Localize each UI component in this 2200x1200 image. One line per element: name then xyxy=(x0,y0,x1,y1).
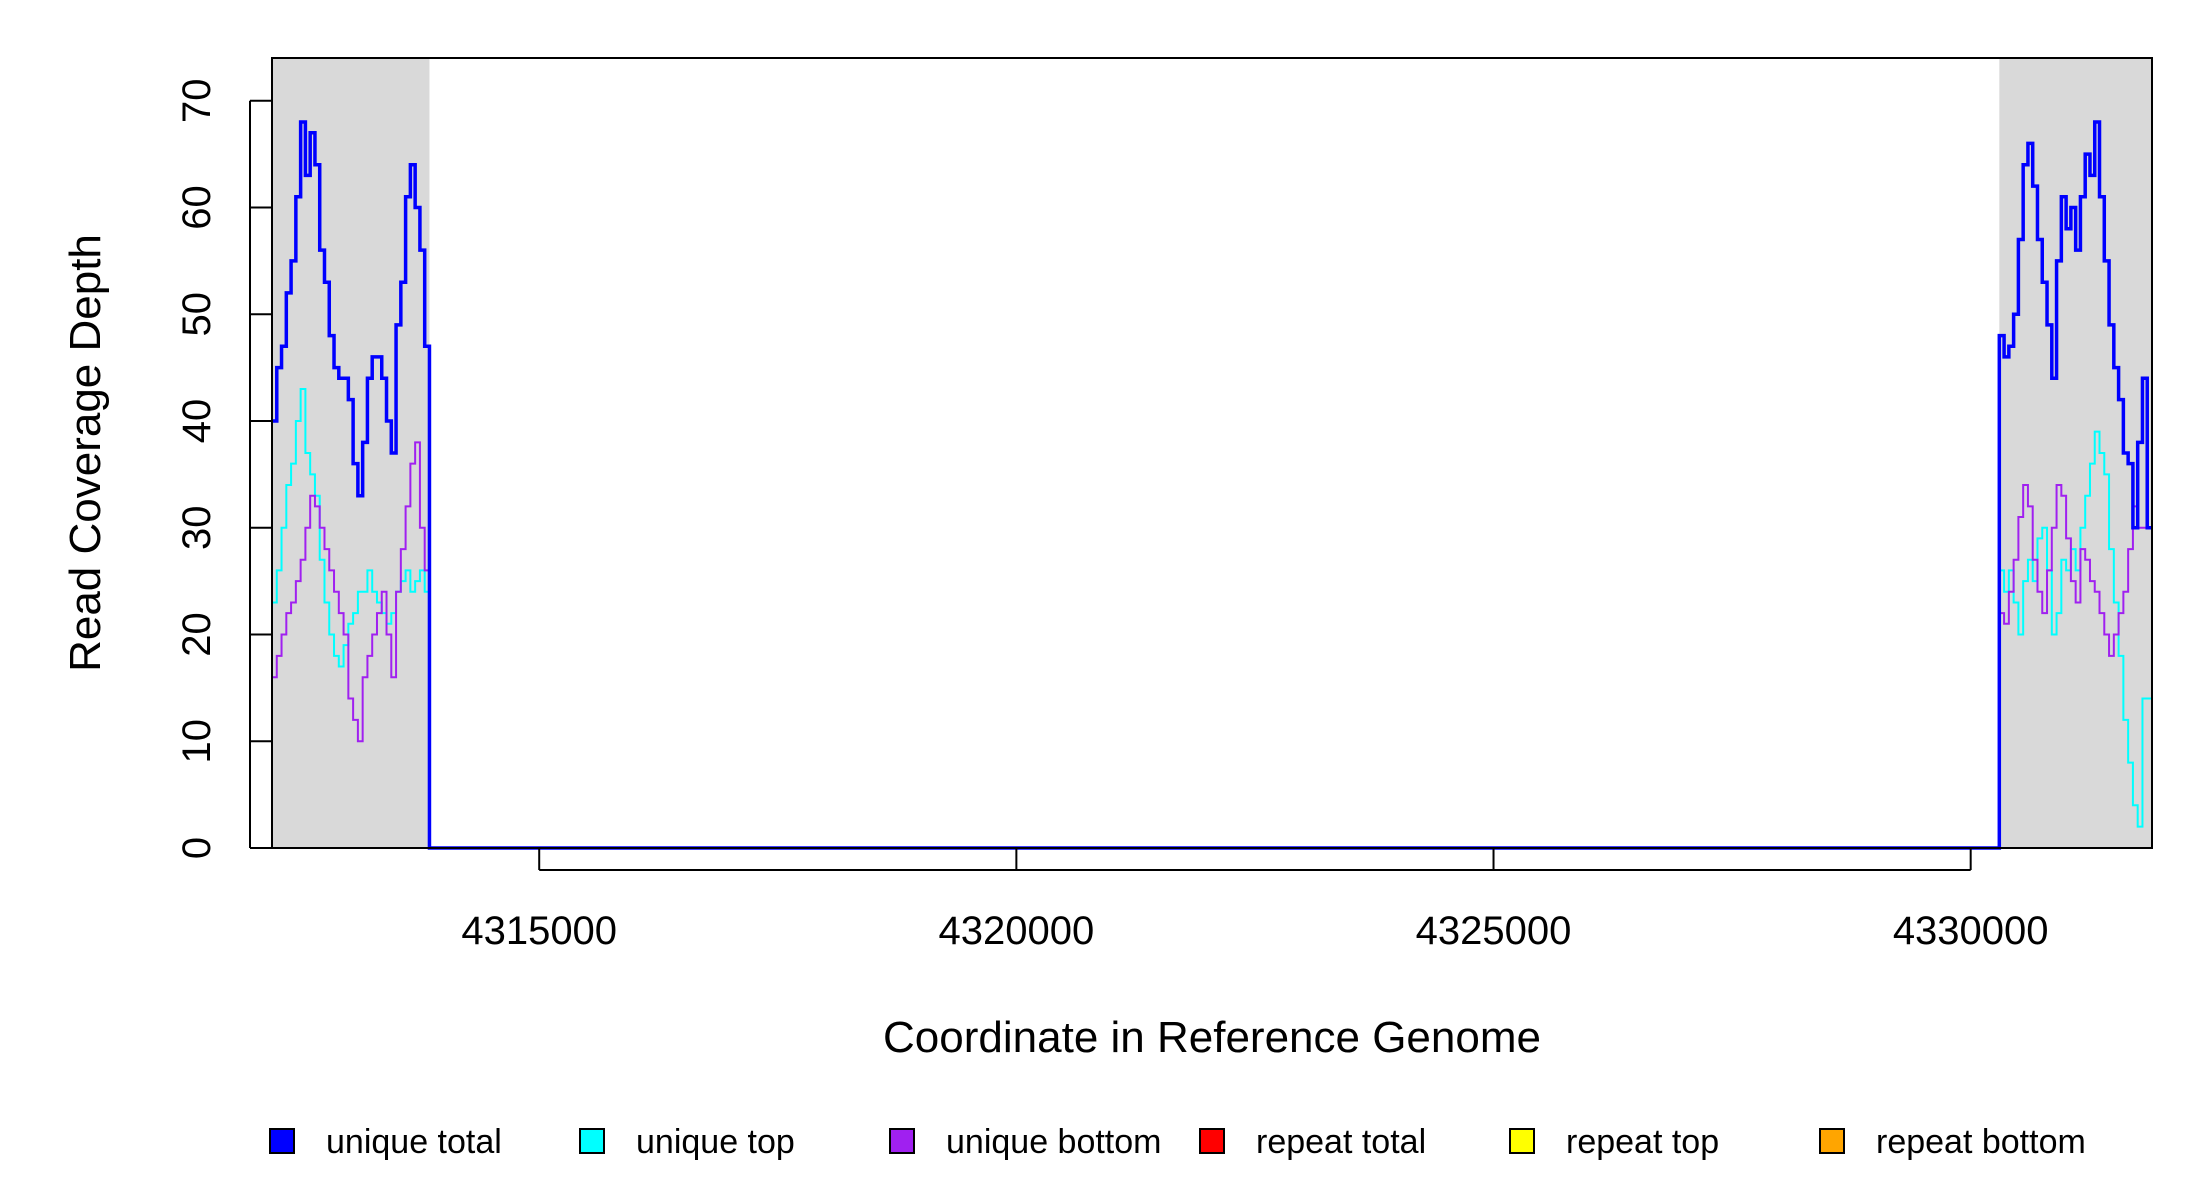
plot-frame xyxy=(271,57,2153,849)
y-tick-label: 10 xyxy=(175,719,219,764)
legend-swatch xyxy=(1199,1128,1225,1154)
y-axis-title: Read Coverage Depth xyxy=(61,234,110,672)
y-tick-label: 70 xyxy=(175,78,219,123)
y-tick-label: 50 xyxy=(175,292,219,337)
y-tick-label: 0 xyxy=(175,837,219,859)
x-tick-label: 4320000 xyxy=(938,909,1094,953)
y-tick-label: 20 xyxy=(175,612,219,657)
y-tick-label: 60 xyxy=(175,185,219,230)
legend-swatch xyxy=(269,1128,295,1154)
series-line-unique-top xyxy=(272,387,2152,849)
legend-swatch xyxy=(1819,1128,1845,1154)
legend-swatch xyxy=(889,1128,915,1154)
series-line-unique-bottom xyxy=(272,441,2152,849)
legend-swatch xyxy=(579,1128,605,1154)
legend-label: unique top xyxy=(636,1123,795,1161)
legend-label: repeat top xyxy=(1566,1123,1719,1161)
series-lines xyxy=(272,120,2152,850)
legend-label: repeat total xyxy=(1256,1123,1426,1161)
axes: 0 10 20 30 40 50 60 70 4315000 4320000 4325000 4330… xyxy=(175,78,2049,953)
legend-swatch xyxy=(1509,1128,1535,1154)
shaded-region-0 xyxy=(272,58,430,848)
shaded-regions xyxy=(272,58,2152,848)
legend-label: unique bottom xyxy=(946,1123,1162,1161)
legend-label: repeat bottom xyxy=(1876,1123,2086,1161)
x-tick-label: 4315000 xyxy=(461,909,617,953)
legend-label: unique total xyxy=(326,1123,502,1161)
legend: unique total unique top unique bottom repea… xyxy=(269,1123,2086,1161)
x-tick-label: 4330000 xyxy=(1893,909,2049,953)
x-axis-title: Coordinate in Reference Genome xyxy=(883,1013,1541,1062)
y-tick-label: 40 xyxy=(175,399,219,444)
x-tick-label: 4325000 xyxy=(1416,909,1572,953)
y-tick-label: 30 xyxy=(175,505,219,550)
series-line-unique-total xyxy=(272,120,2152,850)
